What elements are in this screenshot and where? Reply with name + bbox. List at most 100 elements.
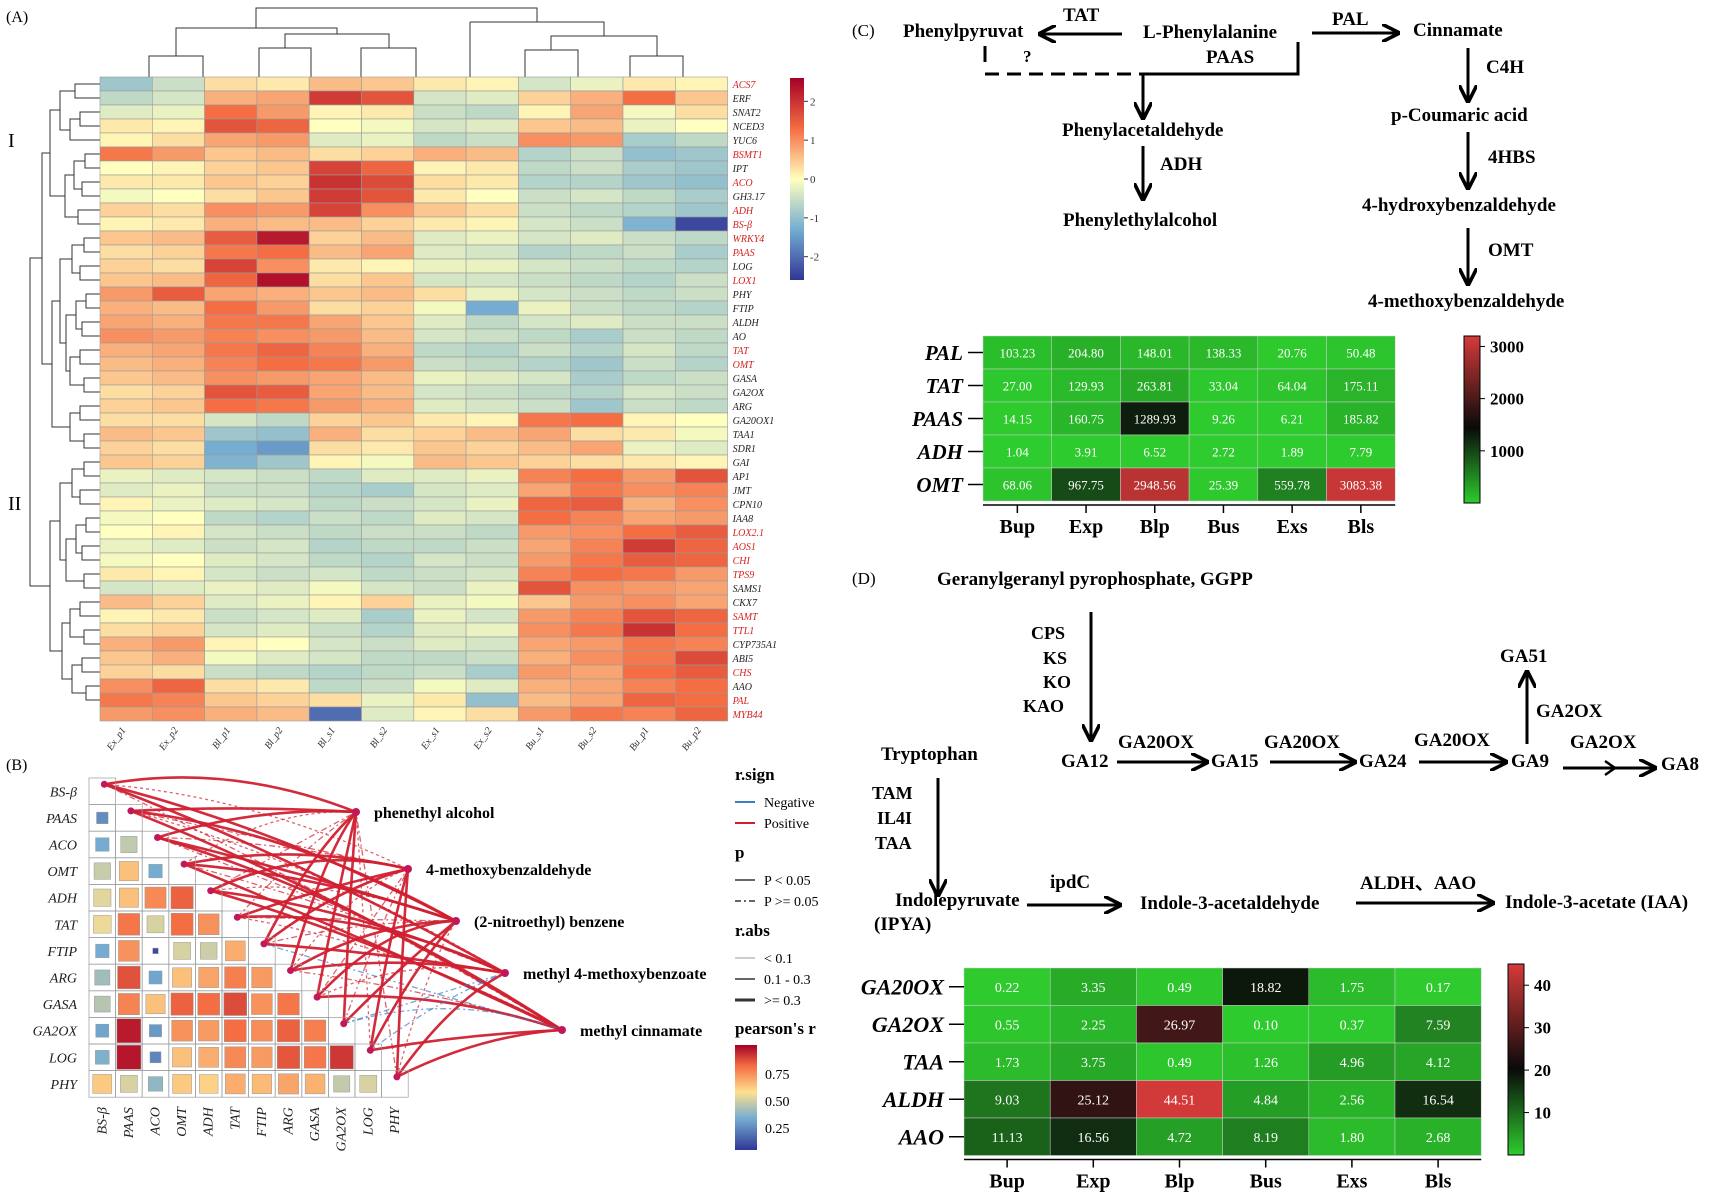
corr-link	[342, 811, 358, 1024]
table-value: 9.26	[1212, 412, 1235, 427]
corr-square	[93, 915, 112, 934]
corr-square	[93, 888, 112, 907]
node-tryptophan: Tryptophan	[881, 744, 978, 765]
corr-square	[224, 966, 247, 989]
heatmap-cell	[674, 90, 728, 106]
corr-gene-label: OMT	[47, 865, 78, 880]
heatmap-cell	[152, 538, 205, 554]
heatmap-cell	[622, 370, 676, 386]
heatmap-cell	[256, 398, 310, 414]
heatmap-cell	[622, 706, 676, 722]
legend-p-nonsig-label: P >= 0.05	[764, 895, 819, 910]
corr-square	[225, 1073, 246, 1095]
heatmap-cell	[204, 412, 258, 428]
corr-square	[303, 1046, 327, 1069]
node-ga8: GA8	[1661, 754, 1699, 775]
enzyme-pal: PAL	[1332, 9, 1369, 30]
heatmap-cell	[570, 384, 624, 400]
heatmap-cell	[518, 580, 572, 596]
heatmap-cell	[518, 510, 572, 526]
heatmap-cell	[465, 174, 519, 190]
heatmap-cell	[204, 244, 258, 260]
panel-label-d: (D)	[852, 569, 876, 588]
table-legend-label: 10	[1534, 1104, 1551, 1123]
heatmap-cell	[99, 104, 153, 120]
table-legend-label: 3000	[1490, 337, 1524, 356]
heatmap-cell	[622, 622, 676, 638]
table-cell	[1394, 1117, 1482, 1156]
heatmap-cell	[674, 426, 728, 442]
table-row-label: PAAS	[911, 407, 963, 431]
heatmap-cell	[674, 678, 728, 694]
heatmap-cell	[152, 440, 205, 456]
heatmap-cell	[570, 118, 624, 134]
heatmap-cell	[361, 146, 415, 162]
table-cell	[1326, 335, 1396, 370]
table-value: 0.17	[1426, 981, 1451, 996]
table-value: 50.48	[1346, 346, 1375, 361]
heatmap-cell	[204, 384, 258, 400]
heatmap-cell	[361, 174, 415, 190]
compound-node	[404, 865, 412, 873]
table-value: 7.79	[1349, 445, 1372, 460]
heatmap-cell	[361, 580, 415, 596]
heatmap-cell	[622, 426, 676, 442]
heatmap-cell	[570, 566, 624, 582]
corr-gene-label: LOG	[48, 1051, 77, 1066]
gene-label: YUC6	[733, 136, 757, 147]
enzyme-cps: CPS	[1031, 623, 1065, 643]
heatmap-cell	[518, 76, 572, 92]
heatmap-cell	[152, 146, 205, 162]
sample-label: Bl_p1	[210, 725, 233, 751]
heatmap-cell	[256, 454, 310, 470]
table-col-label: Bup	[1000, 516, 1036, 538]
heatmap-cell	[413, 370, 467, 386]
heatmap-cell	[99, 426, 153, 442]
gene-label: IAA8	[732, 514, 754, 525]
heatmap-cell	[674, 496, 728, 512]
gene-label: CYP735A1	[733, 640, 777, 651]
enzyme-tam: TAM	[872, 783, 913, 803]
heatmap-cell	[622, 678, 676, 694]
heatmap-cell	[308, 636, 362, 652]
heatmap-cell	[99, 510, 153, 526]
table-cell	[1257, 335, 1327, 370]
corr-square	[277, 992, 300, 1016]
heatmap-cell	[622, 160, 676, 176]
arrow-ga9-ga8-extra-head	[1604, 759, 1618, 777]
table-cell	[1222, 1080, 1310, 1119]
heatmap-cell	[256, 594, 310, 610]
sample-label: Bu_p2	[680, 725, 704, 753]
heatmap-cell	[308, 272, 362, 288]
heatmap-cell	[256, 174, 310, 190]
heatmap-cell	[622, 300, 676, 316]
heatmap-cell	[361, 622, 415, 638]
heatmap-cell	[622, 314, 676, 330]
corr-link	[316, 919, 457, 998]
legend-pearson-tick-2: 0.50	[765, 1095, 790, 1110]
gene-label: PAAS	[732, 248, 755, 259]
corr-link	[343, 1008, 563, 1031]
heatmap-cell	[570, 454, 624, 470]
heatmap-cell	[361, 678, 415, 694]
heatmap-cell	[674, 370, 728, 386]
heatmap-cell	[256, 706, 310, 722]
enzyme-ga20ox-1: GA20OX	[1118, 732, 1194, 753]
heatmap-cell	[256, 384, 310, 400]
heatmap-cell	[256, 664, 310, 680]
table-value: 0.22	[995, 981, 1020, 996]
heatmap-cell	[99, 384, 153, 400]
corr-square	[223, 992, 247, 1016]
corr-square	[118, 861, 139, 882]
corr-gene-col-label: ACO	[149, 1107, 164, 1136]
heatmap-cell	[152, 76, 205, 92]
heatmap-cell	[674, 132, 728, 148]
heatmap-cell	[674, 580, 728, 596]
legend-pearson-tick-3: 0.25	[765, 1122, 790, 1137]
heatmap-cell	[99, 356, 153, 372]
heatmap-cell	[570, 468, 624, 484]
heatmap-cells	[99, 76, 728, 722]
heatmap-cell	[674, 706, 728, 722]
heatmap-cell	[256, 272, 310, 288]
heatmap-cell	[308, 286, 362, 302]
